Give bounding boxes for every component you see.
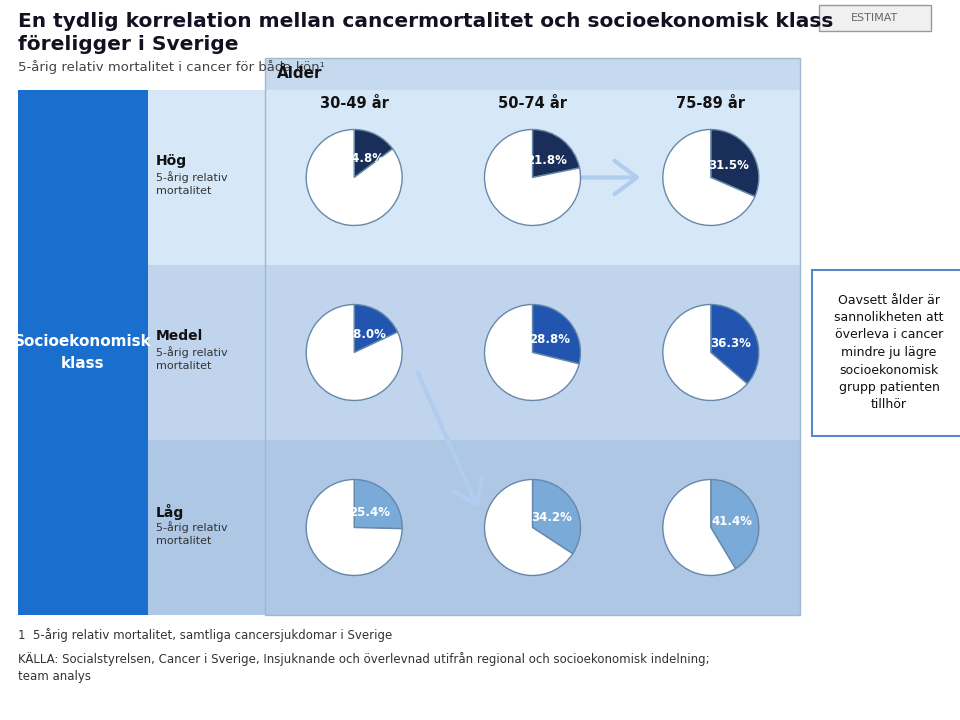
Text: Ålder: Ålder — [277, 66, 323, 81]
Text: Socioekonomisk
klass: Socioekonomisk klass — [14, 335, 152, 371]
Bar — [148, 440, 265, 615]
Text: 50-74 år: 50-74 år — [498, 96, 567, 111]
Wedge shape — [710, 480, 758, 569]
Wedge shape — [306, 130, 402, 225]
Text: KÄLLA: Socialstyrelsen, Cancer i Sverige, Insjuknande och överlevnad utifrån reg: KÄLLA: Socialstyrelsen, Cancer i Sverige… — [18, 652, 709, 683]
Text: 21.8%: 21.8% — [526, 154, 566, 167]
Text: 36.3%: 36.3% — [710, 337, 751, 350]
Wedge shape — [662, 480, 735, 575]
Text: 5-årig relativ
mortalitet: 5-årig relativ mortalitet — [156, 346, 228, 371]
Wedge shape — [485, 305, 579, 400]
Wedge shape — [354, 130, 393, 178]
Text: 5-årig relativ
mortalitet: 5-årig relativ mortalitet — [156, 171, 228, 196]
Bar — [265, 58, 800, 615]
Wedge shape — [662, 130, 755, 225]
Text: 18.0%: 18.0% — [346, 328, 386, 341]
Wedge shape — [354, 480, 402, 528]
Bar — [265, 440, 800, 615]
Wedge shape — [306, 480, 402, 575]
Wedge shape — [533, 305, 581, 364]
Text: 5-årig relativ mortalitet i cancer för båda kön¹: 5-årig relativ mortalitet i cancer för b… — [18, 60, 324, 74]
Text: 31.5%: 31.5% — [708, 159, 750, 172]
Text: 25.4%: 25.4% — [349, 506, 390, 519]
Text: 34.2%: 34.2% — [531, 510, 572, 523]
Text: Hög: Hög — [156, 155, 187, 168]
Text: 75-89 år: 75-89 år — [677, 96, 745, 111]
Wedge shape — [485, 130, 581, 225]
FancyBboxPatch shape — [812, 269, 960, 436]
Wedge shape — [533, 480, 581, 554]
Text: 5-årig relativ
mortalitet: 5-årig relativ mortalitet — [156, 521, 228, 546]
Text: En tydlig korrelation mellan cancermortalitet och socioekonomisk klass
föreligge: En tydlig korrelation mellan cancermorta… — [18, 12, 833, 55]
Wedge shape — [710, 130, 758, 197]
Text: 28.8%: 28.8% — [529, 333, 570, 346]
Bar — [148, 265, 265, 440]
Text: 41.4%: 41.4% — [711, 516, 752, 528]
Wedge shape — [306, 305, 402, 400]
Text: Oavsett ålder är
sannolikheten att
överleva i cancer
mindre ju lägre
socioekonom: Oavsett ålder är sannolikheten att överl… — [834, 294, 944, 412]
Text: 14.8%: 14.8% — [344, 152, 384, 165]
FancyBboxPatch shape — [819, 5, 931, 31]
Text: 30-49 år: 30-49 år — [320, 96, 389, 111]
Bar — [265, 90, 800, 265]
Text: Medel: Medel — [156, 330, 204, 343]
Text: 1  5-årig relativ mortalitet, samtliga cancersjukdomar i Sverige: 1 5-årig relativ mortalitet, samtliga ca… — [18, 628, 393, 642]
Wedge shape — [533, 130, 580, 178]
Text: Låg: Låg — [156, 503, 184, 520]
Wedge shape — [662, 305, 747, 400]
Text: ESTIMAT: ESTIMAT — [852, 13, 899, 23]
Bar — [18, 90, 148, 615]
Bar — [265, 58, 800, 90]
Wedge shape — [485, 480, 573, 575]
Bar — [148, 90, 265, 265]
Bar — [265, 265, 800, 440]
Wedge shape — [354, 305, 397, 353]
Wedge shape — [710, 305, 758, 384]
